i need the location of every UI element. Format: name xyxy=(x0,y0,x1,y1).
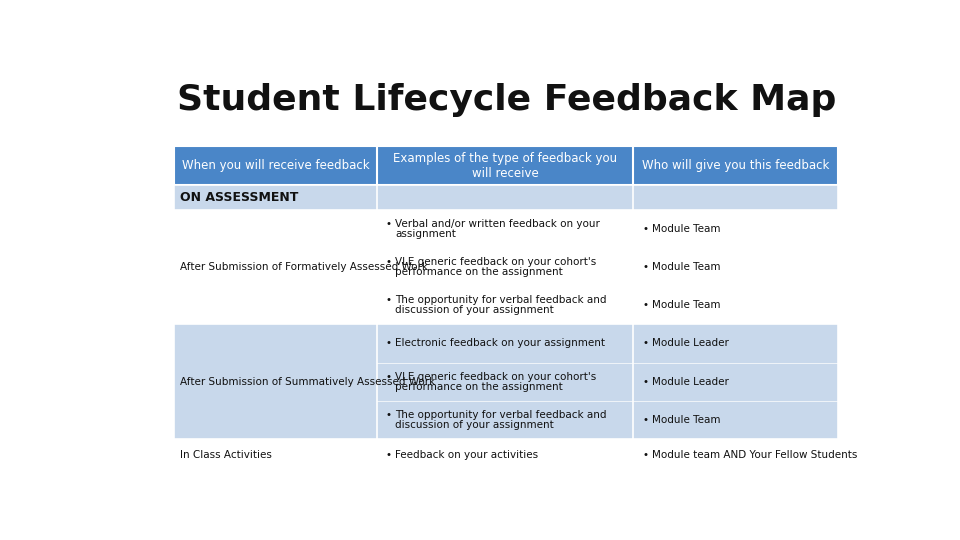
Text: •: • xyxy=(386,339,392,348)
Text: discussion of your assignment: discussion of your assignment xyxy=(396,420,554,430)
Text: Student Lifecycle Feedback Map: Student Lifecycle Feedback Map xyxy=(178,83,836,117)
Text: performance on the assignment: performance on the assignment xyxy=(396,382,563,392)
Text: •: • xyxy=(642,224,648,234)
Text: •: • xyxy=(642,376,648,387)
Text: Feedback on your activities: Feedback on your activities xyxy=(396,450,539,460)
Bar xyxy=(175,210,838,325)
Text: After Submission of Formatively Assessed Work: After Submission of Formatively Assessed… xyxy=(180,262,428,272)
Text: Module Leader: Module Leader xyxy=(652,376,729,387)
Text: •: • xyxy=(642,339,648,348)
Text: ON ASSESSMENT: ON ASSESSMENT xyxy=(180,191,299,204)
Bar xyxy=(175,325,838,439)
Text: •: • xyxy=(386,295,392,305)
Bar xyxy=(175,146,838,185)
Text: •: • xyxy=(386,372,392,382)
Text: Module Team: Module Team xyxy=(652,262,720,272)
Text: The opportunity for verbal feedback and: The opportunity for verbal feedback and xyxy=(396,295,607,305)
Text: Module Team: Module Team xyxy=(652,224,720,234)
Bar xyxy=(175,439,838,470)
Text: Module Team: Module Team xyxy=(652,300,720,310)
Text: VLE generic feedback on your cohort's: VLE generic feedback on your cohort's xyxy=(396,257,596,267)
Text: assignment: assignment xyxy=(396,228,456,239)
Text: When you will receive feedback: When you will receive feedback xyxy=(181,159,370,172)
Text: discussion of your assignment: discussion of your assignment xyxy=(396,305,554,315)
Text: The opportunity for verbal feedback and: The opportunity for verbal feedback and xyxy=(396,410,607,420)
Text: Module Leader: Module Leader xyxy=(652,339,729,348)
Text: •: • xyxy=(642,450,648,460)
Text: In Class Activities: In Class Activities xyxy=(180,450,272,460)
Text: Electronic feedback on your assignment: Electronic feedback on your assignment xyxy=(396,339,605,348)
Text: Module Team: Module Team xyxy=(652,415,720,425)
Text: performance on the assignment: performance on the assignment xyxy=(396,267,563,277)
Text: Verbal and/or written feedback on your: Verbal and/or written feedback on your xyxy=(396,219,600,229)
Text: •: • xyxy=(642,262,648,272)
Text: •: • xyxy=(642,415,648,425)
Bar xyxy=(175,185,838,210)
Text: Who will give you this feedback: Who will give you this feedback xyxy=(642,159,829,172)
Text: Examples of the type of feedback you
will receive: Examples of the type of feedback you wil… xyxy=(393,152,617,180)
Text: After Submission of Summatively Assessed Work: After Submission of Summatively Assessed… xyxy=(180,376,436,387)
Text: Module team AND Your Fellow Students: Module team AND Your Fellow Students xyxy=(652,450,857,460)
Text: •: • xyxy=(386,450,392,460)
Text: •: • xyxy=(386,219,392,229)
Text: •: • xyxy=(386,257,392,267)
Text: •: • xyxy=(386,410,392,420)
Text: •: • xyxy=(642,300,648,310)
Text: VLE generic feedback on your cohort's: VLE generic feedback on your cohort's xyxy=(396,372,596,382)
